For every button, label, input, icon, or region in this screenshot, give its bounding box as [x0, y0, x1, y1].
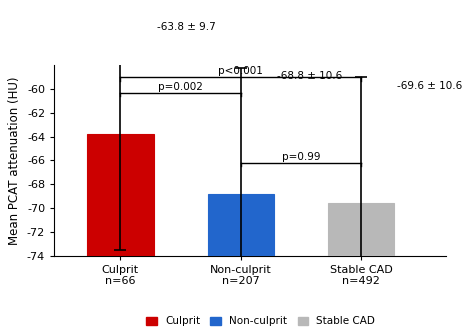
Bar: [208, 194, 274, 256]
Text: -63.8 ± 9.7: -63.8 ± 9.7: [156, 22, 215, 32]
Text: -69.6 ± 10.6: -69.6 ± 10.6: [397, 81, 463, 91]
Y-axis label: Mean PCAT attenuation (HU): Mean PCAT attenuation (HU): [9, 76, 21, 245]
Bar: [87, 134, 154, 256]
Text: p=0.002: p=0.002: [158, 82, 203, 92]
Bar: [328, 203, 394, 256]
Text: p<0.001: p<0.001: [219, 67, 263, 76]
Text: -68.8 ± 10.6: -68.8 ± 10.6: [277, 71, 342, 81]
Legend: Culprit, Non-culprit, Stable CAD: Culprit, Non-culprit, Stable CAD: [143, 313, 378, 328]
Text: p=0.99: p=0.99: [282, 152, 320, 162]
